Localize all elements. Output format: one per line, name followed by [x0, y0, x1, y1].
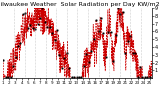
Title: Milwaukee Weather  Solar Radiation per Day KW/m2: Milwaukee Weather Solar Radiation per Da…	[0, 2, 160, 7]
